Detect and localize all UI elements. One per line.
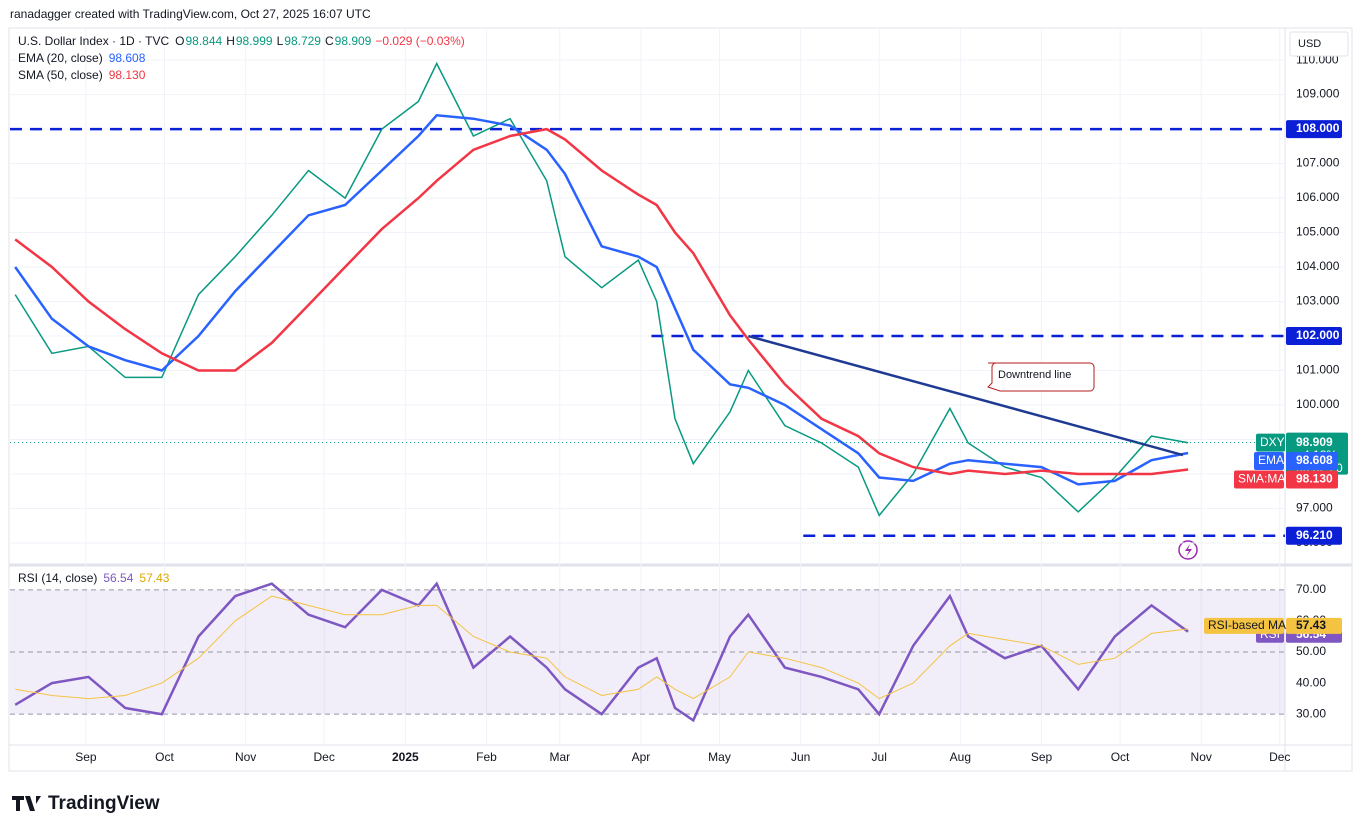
y-tick-label: 104.000 <box>1296 259 1340 273</box>
price-label: 98.909 <box>1296 435 1333 449</box>
y-tick-label: 97.000 <box>1296 501 1333 515</box>
legend-text: 98.909 <box>335 34 372 48</box>
ma-price-label: 98.608 <box>1296 453 1333 467</box>
rsi-tick-label: 30.00 <box>1296 706 1326 720</box>
rsi-tick-label: 40.00 <box>1296 675 1326 689</box>
legend-text: U.S. Dollar Index · 1D · TVC <box>18 34 169 48</box>
legend-text: H <box>226 34 235 48</box>
x-tick-label: Feb <box>476 750 497 764</box>
y-tick-label: 106.000 <box>1296 190 1340 204</box>
attribution: ranadagger created with TradingView.com,… <box>10 7 371 21</box>
legend-text: −0.029 (−0.03%) <box>375 34 464 48</box>
brand-name: TradingView <box>48 793 160 814</box>
rsi-tick-label: 50.00 <box>1296 644 1326 658</box>
x-tick-label: Mar <box>549 750 570 764</box>
axis-label-box <box>1204 617 1284 634</box>
rsi-tick-label: 70.00 <box>1296 582 1326 596</box>
legend-text: 98.844 <box>186 34 223 48</box>
x-tick-label: Oct <box>155 750 174 764</box>
legend-text: RSI (14, close) <box>18 571 97 585</box>
level-label: 96.210 <box>1296 528 1333 542</box>
level-label: 108.000 <box>1296 121 1340 135</box>
series-line <box>14 127 1189 476</box>
x-tick-label: Jun <box>791 750 810 764</box>
legend-text: 98.608 <box>109 51 146 65</box>
axis-label-box <box>1289 31 1349 57</box>
currency: USD <box>1298 38 1321 50</box>
legend-text: 98.130 <box>109 68 146 82</box>
series-line <box>14 581 1189 723</box>
alert-icon <box>1178 540 1198 560</box>
x-tick-label: Sep <box>75 750 97 764</box>
y-tick-label: 107.000 <box>1296 156 1340 170</box>
y-tick-label: 105.000 <box>1296 225 1340 239</box>
rsi-value-label: 57.43 <box>1296 618 1326 632</box>
ma-price-label: 98.130 <box>1296 472 1333 486</box>
y-tick-label: 100.000 <box>1296 397 1340 411</box>
axis-label-box <box>1286 452 1338 471</box>
legend-text: 57.43 <box>139 571 169 585</box>
brand-logo <box>12 796 41 811</box>
x-tick-label: May <box>708 750 731 764</box>
rsi-tag: RSI-based MA <box>1208 618 1286 632</box>
x-tick-label: 2025 <box>392 750 419 764</box>
series-line <box>14 61 1189 517</box>
x-tick-label: Sep <box>1031 750 1053 764</box>
level-label: 102.000 <box>1296 328 1340 342</box>
legend-text: O <box>175 34 184 48</box>
legend-text: C <box>325 34 334 48</box>
trendline <box>747 334 1184 457</box>
legend-text: L <box>277 34 284 48</box>
axis-label-box <box>1286 617 1342 634</box>
x-tick-label: Aug <box>950 750 971 764</box>
y-tick-label: 109.000 <box>1296 87 1340 101</box>
x-tick-label: Dec <box>313 750 334 764</box>
alert-bolt <box>1185 544 1192 557</box>
x-tick-label: Jul <box>872 750 887 764</box>
annotation-box <box>987 362 1095 392</box>
legend-text: SMA (50, close) <box>18 68 103 82</box>
x-tick-label: Oct <box>1111 750 1130 764</box>
symbol-tag: DXY <box>1260 435 1285 449</box>
legend-text: EMA (20, close) <box>18 51 103 65</box>
axis-label-box <box>1286 526 1342 545</box>
chart-frame <box>8 27 1353 772</box>
legend-text: 98.999 <box>236 34 273 48</box>
x-tick-label: Apr <box>632 750 651 764</box>
series-line <box>15 595 1189 700</box>
axis-label-box <box>1254 452 1284 471</box>
axis-label-box <box>1256 433 1285 452</box>
x-tick-label: Nov <box>235 750 256 764</box>
legend-text: 56.54 <box>103 571 133 585</box>
y-tick-label: 101.000 <box>1296 363 1340 377</box>
ma-tag: EMA <box>1258 453 1284 467</box>
annotation: Downtrend line <box>998 369 1071 381</box>
y-tick-label: 103.000 <box>1296 294 1340 308</box>
axis-label-box <box>1286 470 1338 489</box>
axis-label-box <box>1286 120 1342 139</box>
legend-text: 98.729 <box>284 34 321 48</box>
axis-label-box <box>1234 470 1284 489</box>
axis-label-box <box>1286 327 1342 346</box>
x-tick-label: Dec <box>1269 750 1290 764</box>
x-tick-label: Nov <box>1191 750 1212 764</box>
series-line <box>14 113 1189 486</box>
ma-tag: SMA:MA <box>1238 472 1285 486</box>
